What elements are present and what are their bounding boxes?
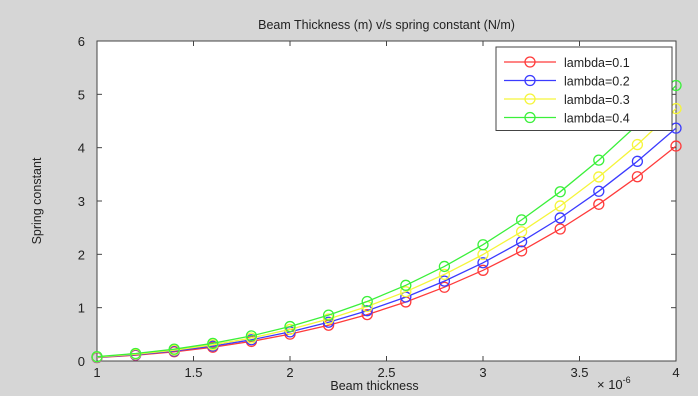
legend-marker <box>524 111 536 124</box>
y-tick-label: 1 <box>78 301 85 316</box>
data-point <box>631 138 644 151</box>
data-point <box>477 239 489 251</box>
x-exponent-base: × 10 <box>597 377 623 392</box>
legend-label: lambda=0.3 <box>564 93 630 107</box>
data-point <box>400 286 412 298</box>
data-point <box>438 268 451 281</box>
data-point <box>322 313 335 325</box>
data-point <box>515 245 528 257</box>
series-line <box>96 145 677 359</box>
x-axis-label: Beam thickness <box>330 379 418 393</box>
series-layer <box>91 79 682 364</box>
x-tick-label: 1 <box>93 365 100 380</box>
y-tick-label: 4 <box>78 141 85 156</box>
data-point <box>593 171 605 183</box>
data-point <box>284 320 296 333</box>
data-point <box>322 309 335 321</box>
x-tick-label: 2 <box>286 365 293 380</box>
data-point <box>477 257 489 269</box>
data-point <box>631 155 644 167</box>
data-point <box>361 308 373 321</box>
legend-marker <box>524 93 536 105</box>
legend-label: lambda=0.2 <box>564 75 630 89</box>
y-axis-label: Spring constant <box>30 157 44 244</box>
y-tick-label: 3 <box>78 194 85 209</box>
data-point <box>322 316 335 328</box>
data-point <box>554 212 566 224</box>
data-point <box>515 226 528 238</box>
data-point <box>438 260 451 273</box>
series-line <box>96 108 677 358</box>
data-point <box>284 323 296 336</box>
data-point <box>631 171 644 183</box>
data-point <box>670 140 682 152</box>
chart-title: Beam Thickness (m) v/s spring constant (… <box>258 18 515 32</box>
data-point <box>245 330 258 342</box>
legend-items: lambda=0.1 lambda=0.2 lambda=0.3 lambda=0.4 <box>504 56 630 126</box>
data-point <box>477 264 489 276</box>
data-point <box>361 295 373 308</box>
series-line <box>96 127 677 359</box>
legend: lambda=0.1 lambda=0.2 lambda=0.3 lambda=0.4 <box>495 46 673 131</box>
x-tick-label: 1.5 <box>184 365 202 380</box>
data-point <box>438 275 451 287</box>
data-point <box>593 154 605 166</box>
data-point <box>554 186 566 198</box>
data-point <box>438 281 451 293</box>
y-tick-label: 0 <box>78 354 85 369</box>
legend-label: lambda=0.4 <box>564 112 630 126</box>
data-point <box>207 337 219 349</box>
data-point <box>554 223 566 235</box>
y-tick-label: 2 <box>78 247 85 262</box>
data-point <box>593 198 605 210</box>
legend-marker <box>524 74 536 87</box>
data-point <box>129 347 142 360</box>
legend-label: lambda=0.1 <box>564 56 630 70</box>
x-exponent-power: -6 <box>623 375 631 385</box>
data-point <box>168 343 180 355</box>
data-point <box>400 279 412 291</box>
x-axis-exponent: × 10-6 <box>597 375 631 392</box>
y-tick-label: 5 <box>78 87 85 102</box>
x-tick-label: 2.5 <box>377 365 395 380</box>
data-point <box>554 200 566 212</box>
data-point <box>515 214 528 226</box>
legend-marker <box>524 56 536 68</box>
x-tick-label: 4 <box>672 365 679 380</box>
data-point <box>361 305 373 317</box>
data-point <box>91 351 103 363</box>
data-point <box>593 185 605 197</box>
series-line <box>96 85 677 358</box>
x-tick-label: 3 <box>479 365 486 380</box>
y-tick-label: 6 <box>78 34 85 49</box>
x-tick-label: 3.5 <box>570 365 588 380</box>
